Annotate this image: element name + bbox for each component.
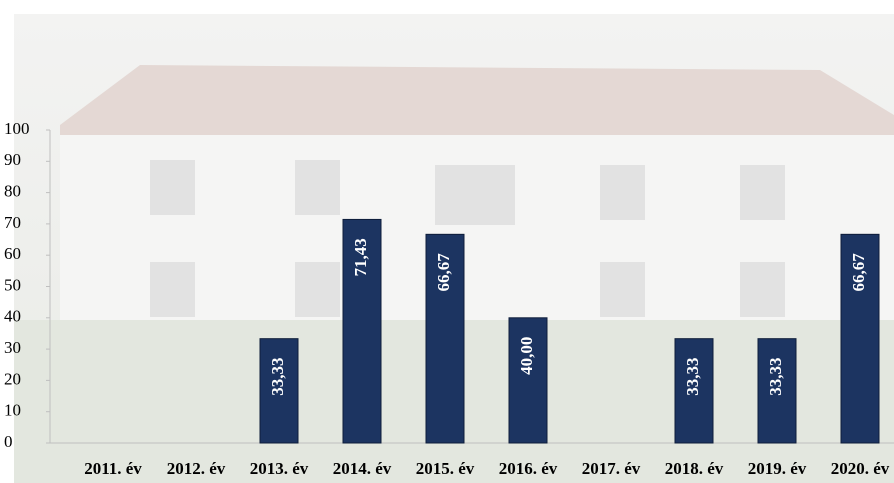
x-tick-label: 2011. év	[84, 459, 142, 478]
value-label: 33,33	[683, 358, 702, 396]
x-tick-label: 2014. év	[333, 459, 392, 478]
y-tick-label: 10	[4, 401, 21, 420]
page: 0 10 20 30 40 50 60 70 80 90 100 2011. év 2012. év 20…	[0, 0, 894, 483]
x-tick-label: 2019. év	[748, 459, 807, 478]
value-label: 66,67	[849, 253, 868, 292]
x-tick-label: 2015. év	[416, 459, 475, 478]
chart: 0 10 20 30 40 50 60 70 80 90 100 2011. év 2012. év 20…	[0, 0, 894, 483]
x-tick-label: 2018. év	[665, 459, 724, 478]
x-tick-label: 2020. év	[831, 459, 890, 478]
y-tick-label: 100	[4, 119, 30, 138]
value-label: 33,33	[268, 358, 287, 396]
y-tick-label: 20	[4, 369, 21, 388]
y-tick-label: 60	[4, 244, 21, 263]
value-label: 33,33	[766, 358, 785, 396]
x-tick-label: 2012. év	[167, 459, 226, 478]
y-tick-label: 80	[4, 182, 21, 201]
y-tick-label: 70	[4, 213, 21, 232]
x-tick-label: 2017. év	[582, 459, 641, 478]
y-tick-label: 30	[4, 338, 21, 357]
value-label: 66,67	[434, 253, 453, 292]
x-tick-label: 2013. év	[250, 459, 309, 478]
x-tick-label: 2016. év	[499, 459, 558, 478]
y-tick-label: 90	[4, 150, 21, 169]
value-label: 40,00	[517, 337, 536, 375]
y-tick-label: 40	[4, 307, 21, 326]
y-tick-label: 0	[4, 432, 13, 451]
y-tick-label: 50	[4, 275, 21, 294]
bar	[509, 318, 547, 443]
value-label: 71,43	[351, 238, 370, 276]
